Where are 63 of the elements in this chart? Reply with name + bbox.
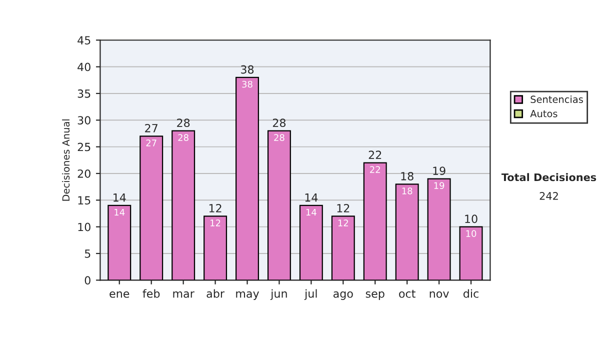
total-label: 18 <box>401 172 414 180</box>
bar <box>331 216 355 280</box>
bar <box>204 216 228 280</box>
total-label: 38 <box>241 65 254 74</box>
y-tick-label: 30 <box>78 116 90 125</box>
bar <box>395 184 419 280</box>
bar <box>459 226 483 280</box>
x-tick-label: jul <box>304 289 317 300</box>
y-tick-label: 40 <box>78 62 90 72</box>
data-label: 27 <box>146 139 156 146</box>
data-label: 14 <box>114 208 125 216</box>
x-tick-label: jun <box>270 289 287 300</box>
total-label: 28 <box>177 118 190 128</box>
x-tick-label: ene <box>110 291 130 298</box>
x-tick-label: nov <box>430 291 449 298</box>
x-tick-label: feb <box>142 289 160 298</box>
x-tick-label: may <box>236 291 260 300</box>
legend-label: Sentencias <box>530 95 583 104</box>
data-label: 28 <box>178 134 188 141</box>
data-label: 12 <box>210 220 220 226</box>
y-tick-label: 0 <box>84 276 90 285</box>
y-axis-title: Decisiones Anual <box>62 119 70 201</box>
bar <box>236 76 259 280</box>
total-label: 22 <box>368 150 382 159</box>
total-label: 27 <box>145 124 158 132</box>
data-label: 18 <box>402 188 412 194</box>
data-label: 12 <box>338 220 348 226</box>
total-label: 14 <box>305 193 318 202</box>
x-tick-label: abr <box>206 289 224 298</box>
y-tick-label: 45 <box>78 36 90 44</box>
bar <box>140 136 164 280</box>
data-label: 22 <box>370 166 380 173</box>
data-label: 28 <box>274 134 284 141</box>
y-tick-label: 15 <box>78 196 90 205</box>
text: Total Decisiones <box>501 173 596 182</box>
data-label: 19 <box>434 182 444 189</box>
data-label: 10 <box>466 230 476 238</box>
bar <box>172 130 196 280</box>
y-tick-label: 35 <box>78 89 90 98</box>
total-label: 12 <box>337 204 350 212</box>
data-label: 14 <box>306 208 316 216</box>
x-tick-label: dic <box>464 289 478 298</box>
bar <box>267 130 291 280</box>
total-label: 14 <box>114 193 126 202</box>
total-label: 12 <box>209 204 222 212</box>
legend-label: Autos <box>530 110 558 118</box>
x-tick-label: oct <box>399 290 416 298</box>
total-label: 10 <box>465 214 478 224</box>
bar <box>363 162 387 280</box>
data-label: 38 <box>242 80 252 88</box>
y-tick-label: 10 <box>78 222 90 232</box>
total-label: 28 <box>272 118 286 128</box>
x-tick-label: ago <box>333 291 353 300</box>
text: 242 <box>540 192 558 200</box>
y-tick-label: 25 <box>78 142 90 152</box>
bar <box>427 178 451 280</box>
total-label: 19 <box>433 166 446 176</box>
y-tick-label: 5 <box>84 250 90 258</box>
x-tick-label: sep <box>366 291 384 300</box>
x-tick-label: mar <box>173 291 194 298</box>
bar <box>299 204 323 280</box>
y-tick-label: 20 <box>78 169 90 178</box>
bar <box>108 204 132 280</box>
